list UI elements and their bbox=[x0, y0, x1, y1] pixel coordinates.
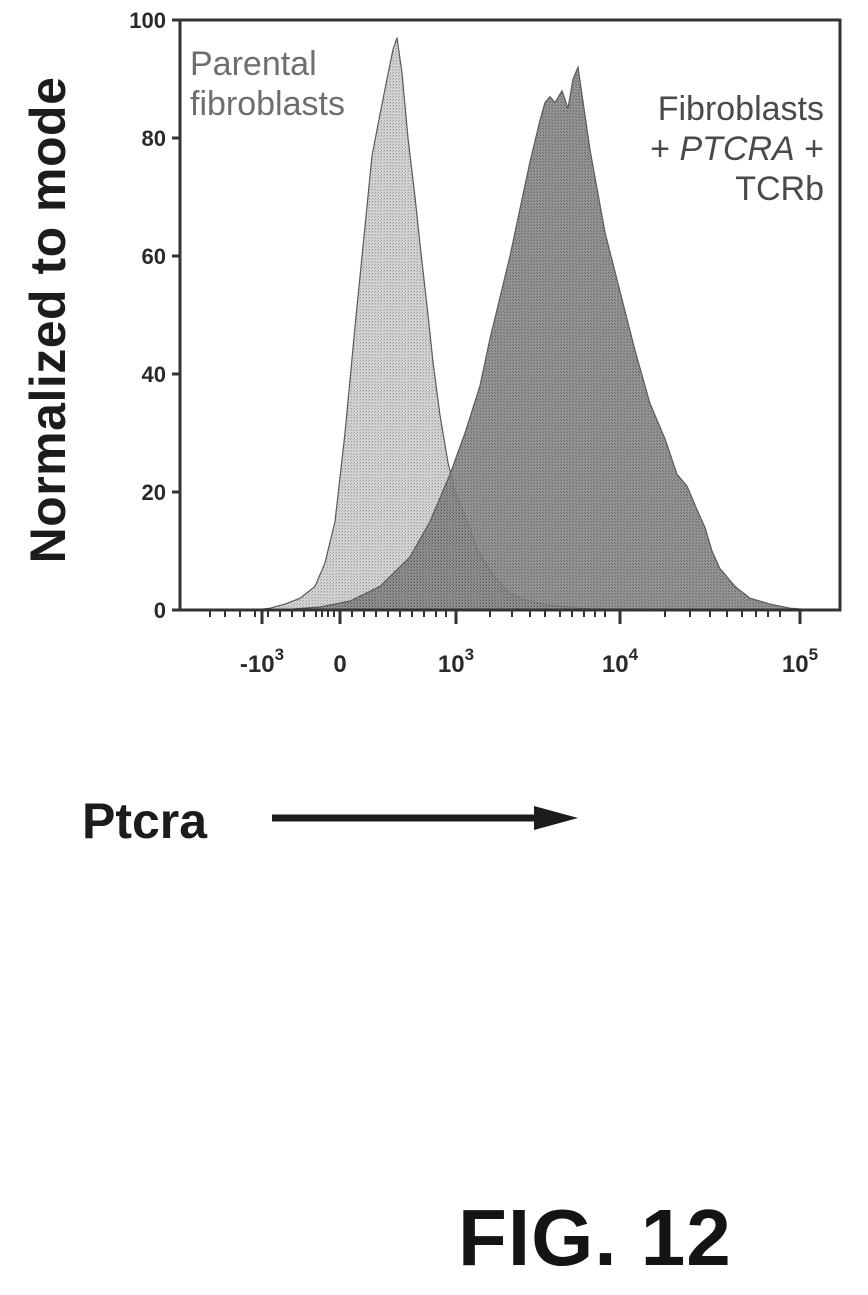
y-tick-label: 0 bbox=[154, 598, 166, 623]
series-label-ptcra-line: Fibroblasts bbox=[658, 90, 824, 128]
series-label-ptcra-line: TCRb bbox=[735, 170, 824, 208]
x-tick-label: -103 bbox=[240, 645, 284, 678]
x-axis-arrow bbox=[272, 806, 578, 830]
y-tick-label: 60 bbox=[142, 244, 166, 269]
x-tick-label: 103 bbox=[438, 645, 474, 678]
y-tick-label: 100 bbox=[129, 8, 166, 33]
histogram-chart: 0 20 40 60 80 100 -103 0 103 104 105 Parentalfibro… bbox=[129, 8, 842, 678]
x-axis-label: Ptcra bbox=[82, 793, 208, 849]
y-tick-label: 40 bbox=[142, 362, 166, 387]
series-label-parental-line: Parental bbox=[190, 45, 317, 83]
x-tick-label: 104 bbox=[602, 645, 639, 678]
series-label-ptcra-line: + PTCRA + bbox=[650, 130, 824, 168]
x-tick-label: 105 bbox=[782, 645, 818, 678]
y-tick-label: 20 bbox=[142, 480, 166, 505]
y-tick-label: 80 bbox=[142, 126, 166, 151]
x-tick-label: 0 bbox=[333, 651, 346, 678]
figure-label: FIG. 12 bbox=[458, 1193, 732, 1282]
series-fibroblasts-ptcra-tcrb bbox=[180, 64, 840, 611]
plot-frame bbox=[178, 18, 842, 612]
series-label-parental-line: fibroblasts bbox=[190, 85, 345, 123]
